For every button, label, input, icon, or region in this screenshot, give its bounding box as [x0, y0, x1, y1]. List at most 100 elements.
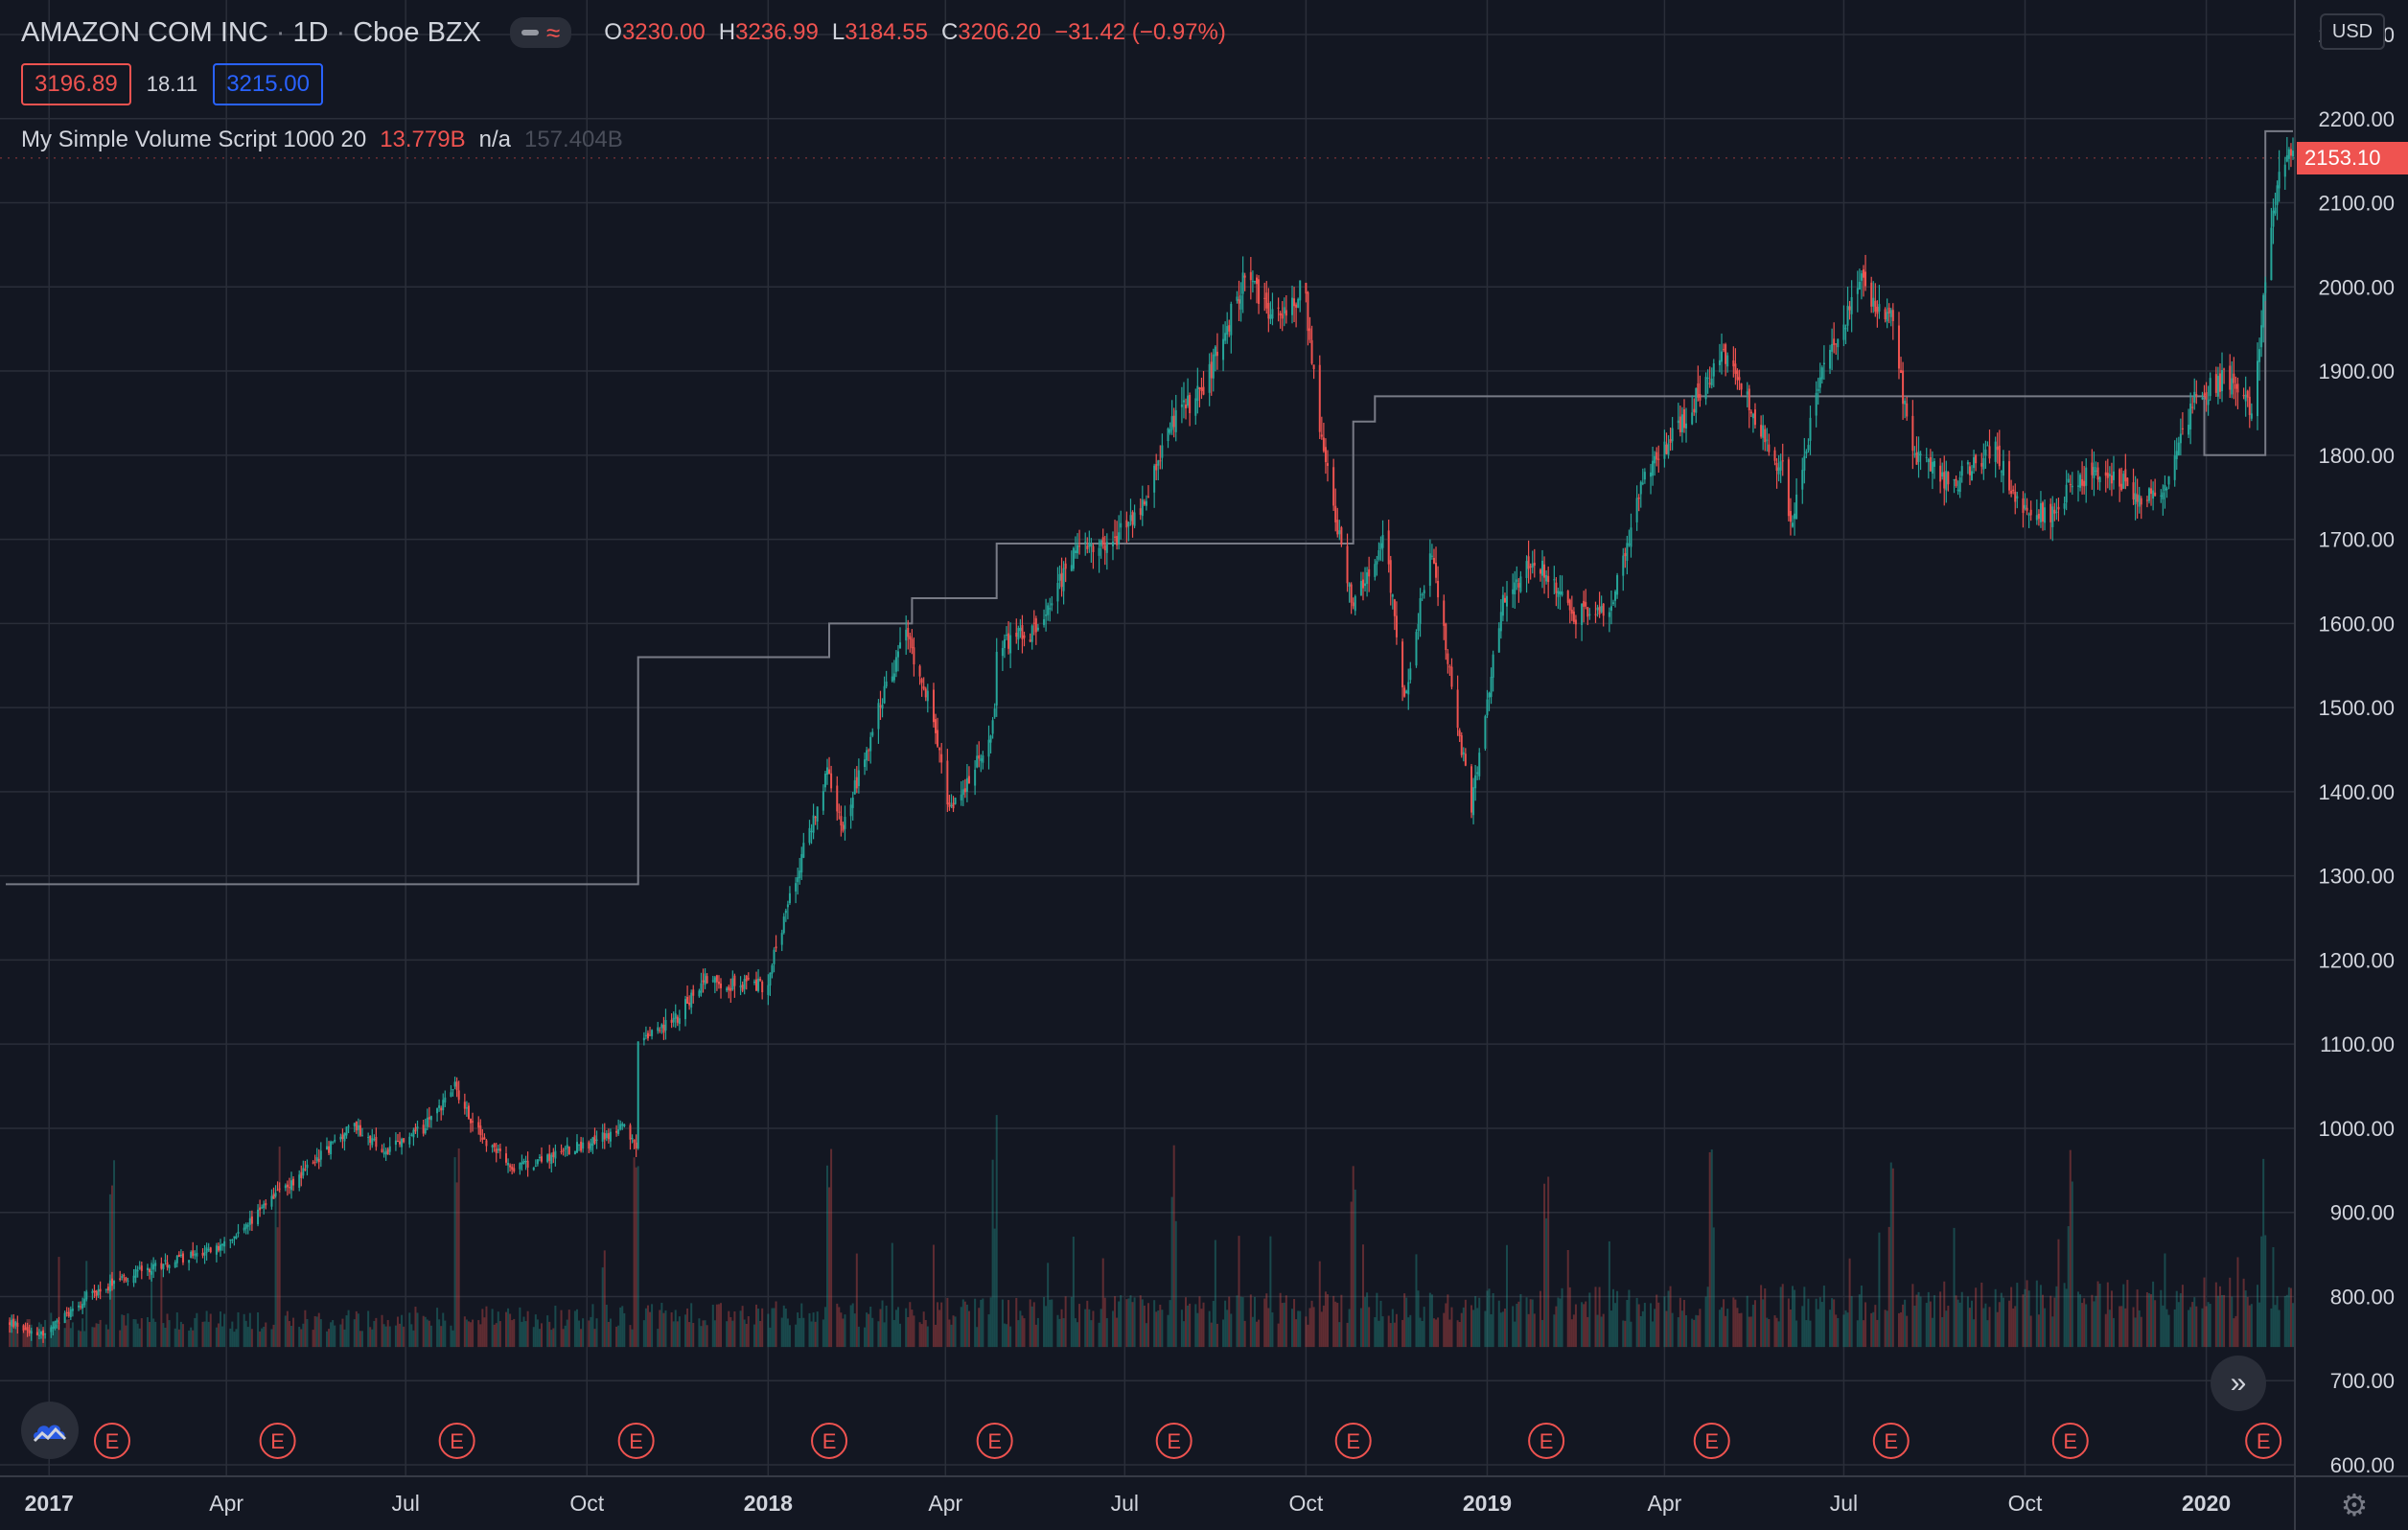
candle-body: [1602, 603, 1605, 616]
volume-bar: [347, 1310, 350, 1348]
chart-mode-toggle[interactable]: ≈: [510, 17, 572, 48]
currency-button[interactable]: USD: [2320, 13, 2385, 50]
candle-body: [1023, 635, 1026, 638]
volume-bar: [1614, 1303, 1617, 1348]
earnings-marker[interactable]: E: [1693, 1423, 1730, 1459]
volume-bar: [455, 1182, 458, 1348]
volume-bar: [1801, 1306, 1804, 1348]
interval-label[interactable]: 1D: [292, 16, 329, 48]
candle-body: [1058, 573, 1061, 581]
study-name[interactable]: My Simple Volume Script 1000 20: [21, 127, 367, 152]
volume-bar: [2160, 1289, 2163, 1348]
volume-bar: [1281, 1303, 1284, 1348]
earnings-marker[interactable]: E: [976, 1423, 1013, 1459]
candle-body: [980, 758, 983, 761]
study-legend[interactable]: My Simple Volume Script 1000 20 13.779B …: [21, 127, 623, 153]
price-axis[interactable]: 2300.002200.002100.002000.001900.001800.…: [2318, 23, 2395, 1477]
candle-body: [250, 1216, 253, 1224]
time-axis[interactable]: 2017 Apr Jul Oct 2018 Apr Jul Oct 2019 Apr Jul Oct 2…: [25, 1491, 2232, 1516]
cloud-logo-icon[interactable]: [21, 1402, 79, 1459]
volume-bar: [205, 1310, 208, 1348]
earnings-marker[interactable]: E: [2245, 1423, 2282, 1459]
candle-body: [747, 978, 750, 980]
candle-body: [341, 1134, 344, 1140]
volume-bar: [136, 1323, 139, 1348]
candle-body: [1777, 467, 1780, 475]
volume-bar: [1043, 1297, 1046, 1348]
candle-body: [1586, 607, 1589, 617]
earnings-marker[interactable]: E: [1872, 1423, 1910, 1459]
double-chevron-right-icon[interactable]: »: [2211, 1356, 2266, 1411]
volume-bar: [1753, 1300, 1756, 1348]
candle-body: [97, 1289, 100, 1296]
volume-bar: [1185, 1297, 1188, 1348]
candle-body: [30, 1331, 33, 1334]
candle-body: [1669, 439, 1672, 444]
candle-body: [1389, 560, 1392, 593]
earnings-marker[interactable]: E: [1528, 1423, 1565, 1459]
ohlc-values: O3230.00 H3236.99 L3184.55 C3206.20 −31.…: [604, 19, 1226, 46]
volume-bar: [2181, 1285, 2184, 1348]
candle-body: [136, 1270, 139, 1272]
volume-bar: [1312, 1307, 1315, 1348]
volume-bar: [1350, 1201, 1353, 1348]
gear-icon[interactable]: ⚙: [2340, 1488, 2369, 1522]
candle-body: [382, 1152, 385, 1154]
earnings-marker[interactable]: E: [259, 1423, 296, 1459]
volume-bar: [1637, 1304, 1640, 1348]
candle-body: [802, 843, 805, 858]
volume-bar: [1238, 1236, 1240, 1348]
candle-body: [1062, 568, 1065, 591]
volume-bar: [1598, 1287, 1601, 1348]
volume-bar: [2147, 1293, 2150, 1348]
candle-body: [578, 1144, 581, 1146]
price-tick-label: 700.00: [2330, 1369, 2395, 1393]
earnings-marker[interactable]: E: [617, 1423, 655, 1459]
sell-price-button[interactable]: 3196.89: [21, 63, 131, 105]
candle-body: [1904, 400, 1907, 405]
volume-bar: [1725, 1315, 1727, 1348]
candle-body: [853, 779, 856, 795]
earnings-marker[interactable]: E: [2051, 1423, 2089, 1459]
candle-body: [1695, 387, 1698, 413]
earnings-marker[interactable]: E: [93, 1423, 130, 1459]
candle-body: [286, 1184, 289, 1188]
candle-body: [905, 629, 908, 641]
volume-bar: [408, 1312, 411, 1348]
candle-body: [289, 1180, 292, 1191]
volume-bar: [1913, 1305, 1916, 1348]
volume-bar: [259, 1331, 262, 1348]
candle-body: [920, 679, 923, 684]
candle-body: [1295, 304, 1298, 308]
candle-body: [621, 1124, 624, 1126]
candle-body: [2160, 495, 2163, 497]
volume-bar: [67, 1319, 70, 1348]
open-label: O: [604, 19, 622, 45]
volume-bar: [85, 1261, 88, 1348]
candle-body: [1391, 594, 1394, 597]
candle-body: [1376, 561, 1378, 565]
candle-body: [2022, 498, 2025, 514]
volume-bar: [2000, 1292, 2003, 1348]
candle-body: [674, 1013, 677, 1019]
volume-bar: [1283, 1302, 1285, 1348]
candle-body: [1958, 476, 1961, 493]
volume-bar: [593, 1329, 596, 1348]
candle-body: [1423, 590, 1425, 594]
earnings-marker[interactable]: E: [1155, 1423, 1192, 1459]
candle-body: [836, 785, 839, 812]
candle-body: [800, 853, 803, 873]
earnings-marker[interactable]: E: [438, 1423, 475, 1459]
volume-bar: [221, 1326, 224, 1348]
candle-body: [907, 627, 910, 638]
volume-bar: [196, 1312, 198, 1348]
candle-body: [883, 685, 886, 704]
buy-price-button[interactable]: 3215.00: [213, 63, 323, 105]
candle-body: [842, 824, 845, 831]
symbol-name[interactable]: AMAZON COM INC: [21, 16, 268, 48]
earnings-marker[interactable]: E: [811, 1423, 848, 1459]
volume-bar: [2193, 1297, 2196, 1348]
earnings-marker[interactable]: E: [1334, 1423, 1372, 1459]
